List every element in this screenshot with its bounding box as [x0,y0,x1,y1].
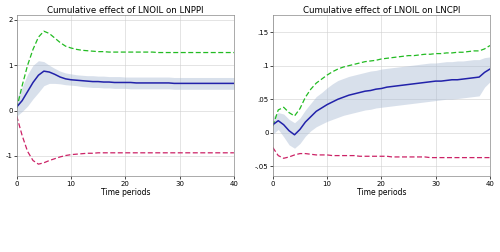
Title: Cumulative effect of LNOIL on LNPPI: Cumulative effect of LNOIL on LNPPI [47,6,203,15]
X-axis label: Time periods: Time periods [356,188,406,197]
Title: Cumulative effect of LNOIL on LNCPI: Cumulative effect of LNOIL on LNCPI [302,6,460,15]
X-axis label: Time periods: Time periods [100,188,150,197]
